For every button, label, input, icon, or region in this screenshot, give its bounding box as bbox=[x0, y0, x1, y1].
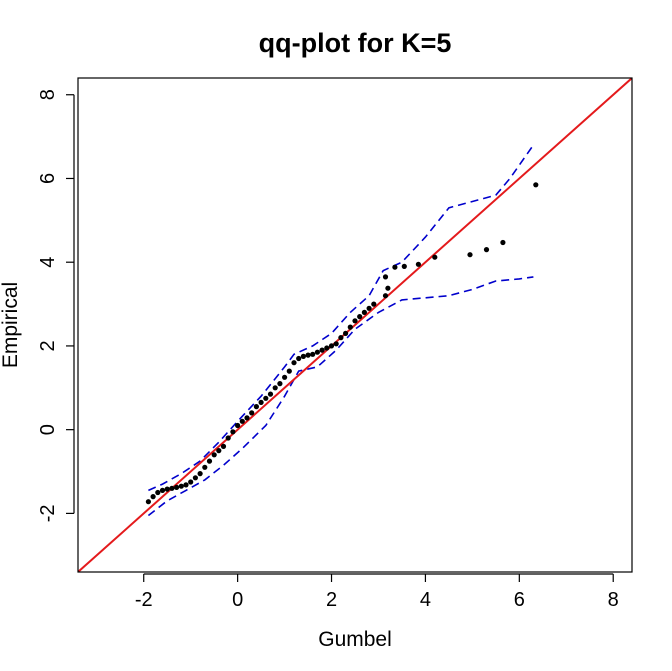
y-tick-label: 2 bbox=[37, 340, 59, 351]
data-point bbox=[174, 484, 180, 490]
data-point bbox=[249, 410, 255, 416]
data-point bbox=[282, 374, 288, 380]
data-point bbox=[352, 318, 358, 324]
data-point bbox=[385, 285, 391, 291]
data-point bbox=[343, 330, 349, 336]
y-tick-label: 6 bbox=[37, 173, 59, 184]
data-point bbox=[305, 352, 311, 358]
data-point bbox=[357, 314, 363, 320]
data-point bbox=[533, 182, 539, 188]
lower-confidence-band bbox=[147, 276, 534, 517]
data-point bbox=[483, 247, 490, 253]
data-point bbox=[216, 448, 222, 454]
data-point bbox=[206, 458, 213, 464]
x-tick-label: 6 bbox=[514, 589, 525, 611]
data-point bbox=[319, 347, 325, 353]
data-point bbox=[415, 261, 421, 267]
data-point bbox=[159, 487, 166, 493]
data-point bbox=[382, 293, 389, 299]
data-point bbox=[235, 422, 241, 429]
reference-line bbox=[78, 78, 632, 572]
x-axis-label: Gumbel bbox=[318, 628, 392, 651]
data-point bbox=[244, 415, 250, 421]
data-point bbox=[272, 385, 278, 391]
data-point bbox=[467, 252, 473, 258]
y-tick-label: 4 bbox=[37, 257, 59, 268]
data-point bbox=[178, 483, 184, 489]
data-point bbox=[277, 381, 283, 387]
data-point bbox=[197, 471, 203, 477]
data-point bbox=[371, 301, 377, 307]
data-point bbox=[188, 479, 194, 485]
data-point bbox=[211, 452, 217, 458]
data-point bbox=[267, 391, 274, 397]
data-point bbox=[169, 485, 175, 491]
data-point bbox=[225, 435, 231, 441]
y-tick-label: 0 bbox=[37, 424, 59, 435]
axes: -2 0 2 4 6 8 -2 0 2 4 6 8 bbox=[37, 77, 633, 611]
data-point bbox=[296, 355, 302, 362]
data-point bbox=[239, 418, 245, 424]
y-axis-label: Empirical bbox=[0, 282, 22, 368]
y-tick-label: 8 bbox=[37, 89, 59, 100]
data-point bbox=[500, 239, 506, 246]
data-point bbox=[145, 499, 151, 505]
data-point bbox=[220, 443, 227, 449]
data-point bbox=[258, 399, 264, 405]
data-point bbox=[253, 404, 259, 410]
chart-title: qq-plot for K=5 bbox=[259, 28, 452, 58]
data-point bbox=[310, 351, 316, 357]
x-tick-label: 8 bbox=[608, 589, 619, 611]
x-tick-label: 4 bbox=[420, 589, 431, 611]
data-point bbox=[192, 475, 198, 481]
data-point bbox=[286, 368, 292, 374]
data-point bbox=[230, 429, 236, 435]
data-point bbox=[392, 264, 398, 270]
data-point bbox=[366, 305, 372, 311]
data-point bbox=[300, 353, 306, 359]
data-point bbox=[291, 360, 297, 366]
data-point bbox=[183, 482, 189, 488]
data-point bbox=[328, 343, 335, 349]
data-point bbox=[347, 324, 353, 330]
x-tick-label: 2 bbox=[326, 589, 337, 611]
plot-frame bbox=[77, 77, 633, 573]
data-point bbox=[202, 464, 208, 470]
data-point bbox=[150, 494, 156, 500]
data-point bbox=[432, 254, 438, 260]
upper-confidence-band bbox=[148, 144, 535, 492]
data-point bbox=[333, 341, 339, 347]
data-point bbox=[361, 309, 367, 315]
data-point bbox=[314, 349, 320, 355]
data-point bbox=[164, 486, 170, 492]
data-point bbox=[263, 395, 269, 401]
data-point bbox=[382, 274, 389, 280]
data-point bbox=[155, 489, 161, 496]
y-tick-label: -2 bbox=[37, 504, 59, 522]
data-point bbox=[401, 263, 407, 269]
x-tick-label: -2 bbox=[135, 589, 153, 611]
plot-area bbox=[78, 78, 632, 572]
data-point bbox=[338, 335, 344, 341]
x-tick-label: 0 bbox=[232, 589, 243, 611]
data-point bbox=[324, 345, 330, 351]
